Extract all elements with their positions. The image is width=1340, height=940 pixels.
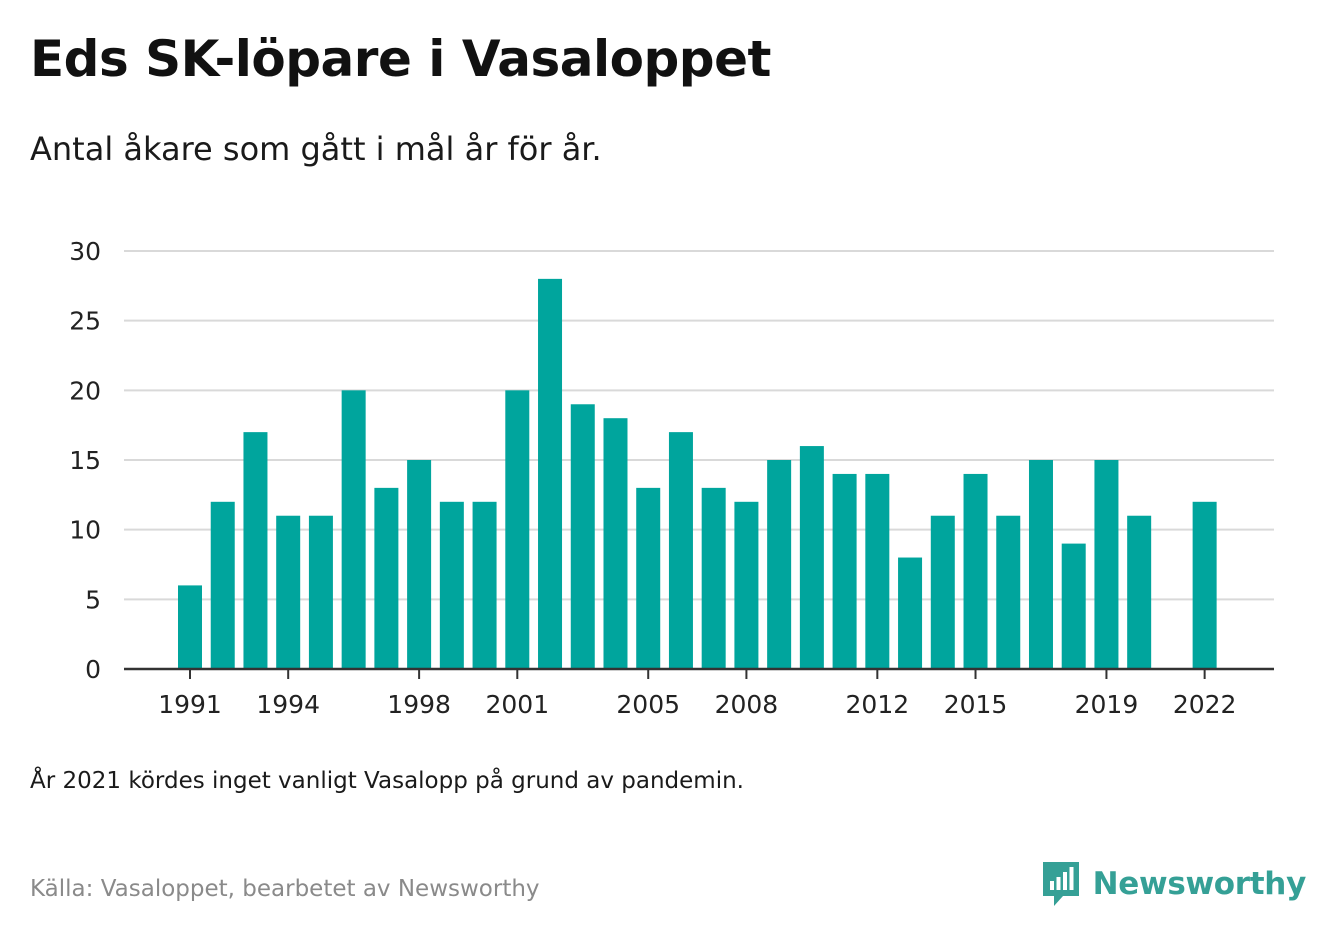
bar	[865, 473, 890, 669]
bar	[799, 446, 824, 669]
bar	[407, 460, 432, 669]
x-tick-label: 2005	[616, 690, 680, 719]
bar	[1127, 515, 1152, 669]
chart-subtitle: Antal åkare som gått i mål år för år.	[30, 130, 602, 168]
brand-logo: Newsworthy	[1041, 860, 1306, 908]
brand-name: Newsworthy	[1092, 866, 1307, 902]
bar	[668, 432, 693, 669]
bar	[276, 515, 301, 669]
bar	[472, 501, 497, 669]
bar	[767, 460, 792, 669]
bar	[210, 501, 235, 669]
y-axis-ticks: 0 5 10 15 20 25 30	[69, 237, 101, 684]
bar	[701, 487, 726, 669]
y-tick-label: 20	[69, 376, 101, 405]
x-axis-ticks: 1991 1994 1998 2001 2005 2008 2012 2015 2019 2022	[158, 669, 1236, 719]
y-tick-label: 30	[69, 237, 101, 266]
y-tick-label: 0	[85, 655, 101, 684]
x-tick-label: 1994	[256, 690, 320, 719]
bar	[603, 418, 628, 669]
bar	[570, 404, 595, 669]
bar	[505, 390, 530, 669]
bar	[439, 501, 464, 669]
bar	[930, 515, 955, 669]
bar	[832, 473, 857, 669]
bar	[1192, 501, 1217, 669]
bar	[734, 501, 759, 669]
bar	[963, 473, 988, 669]
bar	[1061, 543, 1086, 669]
bar	[1028, 460, 1053, 669]
x-tick-label: 2019	[1075, 690, 1139, 719]
x-tick-label: 2008	[715, 690, 779, 719]
newsworthy-logo-icon	[1042, 862, 1079, 906]
y-tick-label: 15	[69, 446, 101, 475]
bars	[178, 278, 1217, 669]
x-tick-label: 2022	[1173, 690, 1237, 719]
bar	[243, 432, 268, 669]
y-tick-label: 10	[69, 516, 101, 545]
source-text: Källa: Vasaloppet, bearbetet av Newswort…	[30, 876, 540, 902]
x-tick-label: 2001	[485, 690, 549, 719]
y-tick-label: 5	[85, 585, 101, 614]
bar	[374, 487, 399, 669]
x-tick-label: 2015	[944, 690, 1008, 719]
x-tick-label: 2012	[846, 690, 910, 719]
bar	[308, 515, 333, 669]
chart-title: Eds SK-löpare i Vasaloppet	[30, 30, 771, 88]
bar	[636, 487, 661, 669]
bar	[898, 557, 923, 669]
bar	[538, 278, 563, 669]
y-tick-label: 25	[69, 307, 101, 336]
footnote: År 2021 kördes inget vanligt Vasalopp på…	[30, 768, 744, 794]
bar	[341, 390, 366, 669]
bar-chart: 0 5 10 15 20 25 30 1991 1994 1998 2001 2005 2008 201…	[69, 237, 1274, 719]
x-tick-label: 1998	[387, 690, 451, 719]
bar	[1094, 460, 1119, 669]
bar	[178, 585, 202, 669]
bar	[996, 515, 1021, 669]
x-tick-label: 1991	[158, 690, 222, 719]
